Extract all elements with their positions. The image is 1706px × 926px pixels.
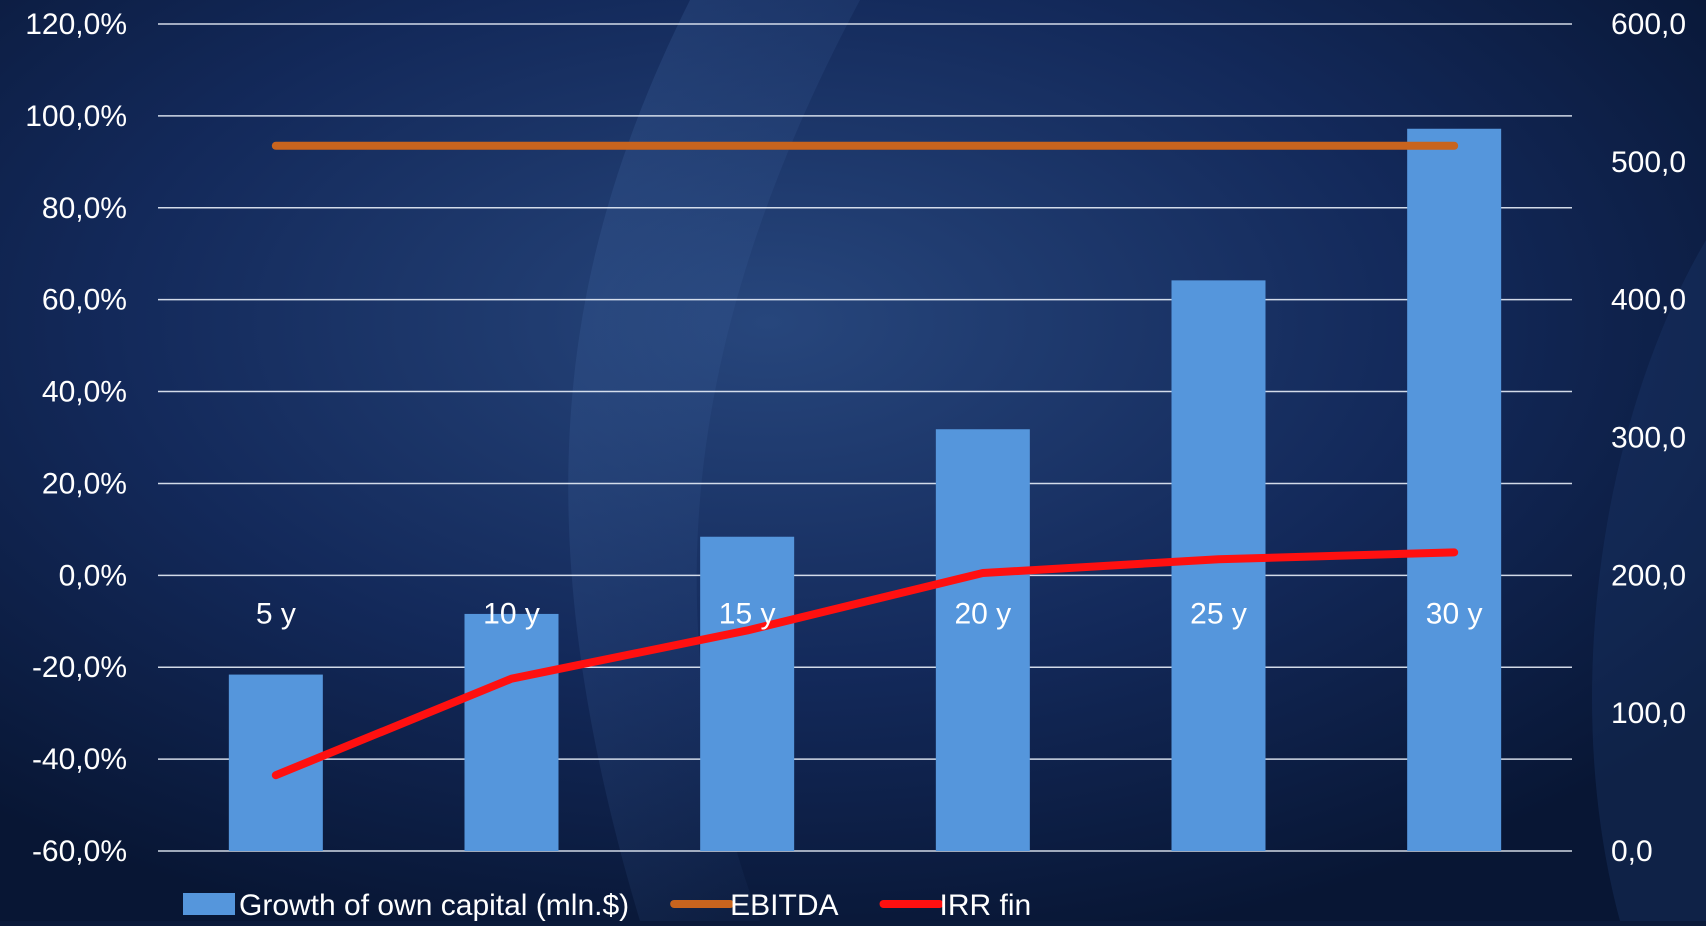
bar (1407, 128, 1502, 852)
legend-label: Growth of own capital (mln.$) (239, 889, 629, 921)
line-series (271, 141, 1459, 780)
background-swoosh (568, 0, 860, 921)
right-axis-tick-label: 600,0 (1611, 8, 1686, 41)
category-label: 20 y (954, 597, 1011, 630)
right-axis-tick-label: 300,0 (1611, 422, 1686, 455)
left-axis-tick-label: 20,0% (42, 467, 127, 500)
right-axis-tick-label: 0,0 (1611, 835, 1653, 868)
category-label: 30 y (1426, 597, 1483, 630)
bar (464, 613, 559, 851)
bar (935, 429, 1030, 851)
background-swoosh-right (1592, 240, 1706, 921)
left-axis-tick-label: 0,0% (59, 559, 127, 592)
right-axis-tick-label: 100,0 (1611, 697, 1686, 730)
legend-label: EBITDA (730, 889, 838, 921)
left-axis-tick-label: 100,0% (25, 100, 127, 133)
category-label: 10 y (483, 597, 540, 630)
line-irr-fin (271, 548, 1459, 780)
left-axis-tick-label: -60,0% (32, 835, 127, 868)
bar (700, 536, 795, 851)
right-axis-tick-label: 200,0 (1611, 559, 1686, 592)
gridlines (158, 23, 1572, 852)
left-axis-tick-label: 40,0% (42, 376, 127, 409)
left-axis-tick-label: 80,0% (42, 192, 127, 225)
right-axis: 600,0 500,0 400,0 300,0 200,0 100,0 0,0 (1611, 8, 1686, 868)
left-axis: 120,0% 100,0% 80,0% 60,0% 40,0% 20,0% 0,0% -20,… (25, 8, 127, 868)
left-axis-tick-label: -20,0% (32, 651, 127, 684)
left-axis-tick-label: 60,0% (42, 284, 127, 317)
category-labels: 5 y 10 y 15 y 20 y 25 y 30 y (256, 597, 1483, 630)
legend-swatch-bar (183, 893, 235, 915)
right-axis-tick-label: 400,0 (1611, 284, 1686, 317)
right-axis-tick-label: 500,0 (1611, 146, 1686, 179)
left-axis-tick-label: -40,0% (32, 743, 127, 776)
left-axis-tick-label: 120,0% (25, 8, 127, 41)
bar (1171, 280, 1266, 851)
category-label: 15 y (719, 597, 776, 630)
legend: Growth of own capital (mln.$) EBITDA IRR f… (183, 889, 1032, 922)
category-label: 5 y (256, 597, 296, 630)
legend-label: IRR fin (940, 889, 1032, 921)
category-label: 25 y (1190, 597, 1247, 630)
